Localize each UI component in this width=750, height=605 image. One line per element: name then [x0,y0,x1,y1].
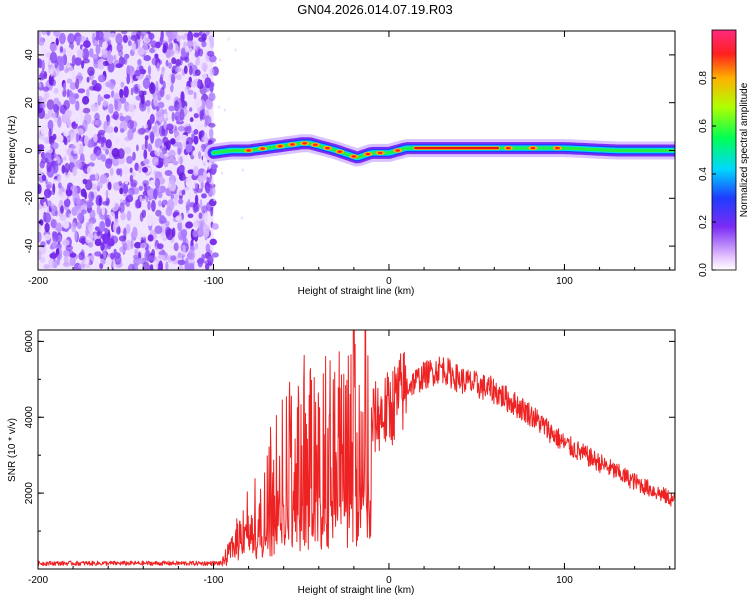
colorbar-gradient [711,29,737,271]
snr-panel: -200 -100 0 100 2000 4000 6000 Height of strai… [7,329,676,596]
snr-series [38,330,675,567]
spectrogram-y-tick-label: 40 [24,49,35,61]
ridge-hotspot-core [555,146,560,150]
colorbar-tick-label: 0.2 [698,215,709,229]
noise-speckle [38,31,244,270]
ridge-hotspot-core [530,146,536,150]
spectrogram-y-tick-label: 20 [24,97,35,109]
colorbar-tick-label: 0.6 [698,119,709,133]
spectrogram-x-tick-label: -200 [28,276,48,287]
ridge-hotspot-core [395,149,401,152]
snr-ticks: -200 -100 0 100 2000 4000 6000 [24,330,675,586]
spectrogram-x-tick-label: -100 [203,276,223,287]
ridge-hotspot-core [505,146,511,150]
snr-y-tick-label: 4000 [24,406,35,429]
ridge-hotspot-core [302,142,308,145]
snr-y-tick-label: 6000 [24,330,35,353]
ridge-band [204,134,675,167]
snr-frame [37,329,676,570]
snr-x-axis-label: Height of straight line (km) [298,585,415,596]
colorbar: 0.0 0.2 0.4 0.6 0.8 Normalized spectral ampl… [698,29,750,277]
ridge-hotspot-core [312,143,318,146]
snr-y-tick-label: 2000 [24,482,35,505]
snr-line [38,330,675,567]
colorbar-tick-label: 0.8 [698,71,709,85]
spectrogram-y-tick-label: -40 [24,238,35,253]
snr-y-axis-label: SNR (10 * v/v) [7,418,18,482]
colorbar-label: Normalized spectral amplitude [739,82,750,217]
spectrogram-y-tick-label: -20 [24,191,35,206]
spectrogram-x-axis-label: Height of straight line (km) [298,286,415,297]
spectrogram-y-tick-label: 0 [24,147,35,153]
ridge-hotspot-core [365,152,371,156]
snr-x-tick-label: 100 [556,575,573,586]
spectrogram-x-tick-label: 100 [556,276,573,287]
colorbar-ticks: 0.0 0.2 0.4 0.6 0.8 [698,71,716,277]
ridge-hotspot-core [246,149,252,152]
colorbar-tick-label: 0.0 [698,263,709,277]
spectrogram-x-tick-label: 0 [386,276,392,287]
ridge-hotspot-core [337,150,343,153]
snr-x-tick-label: 0 [386,575,392,586]
ridge-hotspot-core [325,146,330,150]
ridge-hotspot-core [260,147,265,150]
ridge-hotspot-core [290,143,295,146]
ridge-hotspot-core [351,155,357,158]
ridge-hotspot-core [377,151,383,155]
ridge-hotspot-core [277,145,283,148]
spectrogram-y-axis-label: Frequency (Hz) [7,116,18,185]
spectrogram-heatmap [38,31,675,270]
colorbar-tick-label: 0.4 [698,167,709,181]
snr-x-tick-label: -200 [28,575,48,586]
chart-title: GN04.2026.014.07.19.R03 [297,2,452,17]
snr-x-tick-label: -100 [203,575,223,586]
